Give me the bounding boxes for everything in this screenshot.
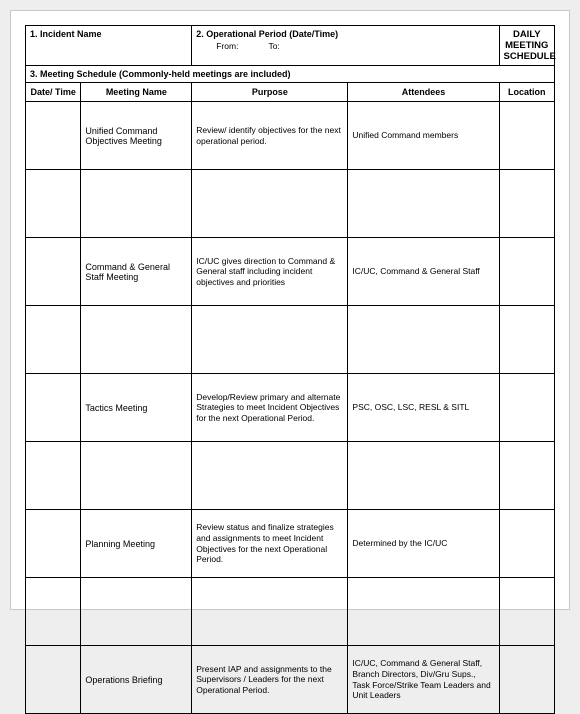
meeting-schedule-table: 1. Incident Name 2. Operational Period (… <box>25 25 555 714</box>
cell-datetime[interactable] <box>26 374 81 442</box>
cell-location[interactable] <box>499 646 554 714</box>
incident-name-cell[interactable]: 1. Incident Name <box>26 26 192 66</box>
cell-meeting-name[interactable] <box>81 306 192 374</box>
cell-purpose[interactable] <box>192 442 348 510</box>
cell-meeting-name: Planning Meeting <box>81 510 192 578</box>
cell-attendees[interactable] <box>348 578 499 646</box>
table-row: Command & General Staff Meeting IC/UC gi… <box>26 238 555 306</box>
cell-location[interactable] <box>499 442 554 510</box>
cell-purpose[interactable] <box>192 306 348 374</box>
period-to-label: To: <box>268 41 279 51</box>
table-row <box>26 442 555 510</box>
cell-attendees: IC/UC, Command & General Staff <box>348 238 499 306</box>
cell-location[interactable] <box>499 170 554 238</box>
table-row: Planning Meeting Review status and final… <box>26 510 555 578</box>
cell-attendees: PSC, OSC, LSC, RESL & SITL <box>348 374 499 442</box>
incident-name-label: 1. Incident Name <box>30 29 102 39</box>
cell-attendees[interactable] <box>348 306 499 374</box>
operational-period-label: 2. Operational Period (Date/Time) <box>196 29 494 39</box>
cell-meeting-name: Unified Command Objectives Meeting <box>81 102 192 170</box>
cell-location[interactable] <box>499 578 554 646</box>
form-sheet: 1. Incident Name 2. Operational Period (… <box>10 10 570 610</box>
table-row <box>26 578 555 646</box>
period-from-label: From: <box>216 41 238 51</box>
col-header-attendees: Attendees <box>348 83 499 102</box>
cell-purpose[interactable] <box>192 578 348 646</box>
cell-datetime[interactable] <box>26 170 81 238</box>
cell-purpose: Review status and finalize strategies an… <box>192 510 348 578</box>
table-row: Tactics Meeting Develop/Review primary a… <box>26 374 555 442</box>
col-header-purpose: Purpose <box>192 83 348 102</box>
section-label: 3. Meeting Schedule (Commonly-held meeti… <box>26 66 555 83</box>
cell-attendees: Unified Command members <box>348 102 499 170</box>
cell-attendees[interactable] <box>348 442 499 510</box>
cell-meeting-name[interactable] <box>81 170 192 238</box>
cell-location[interactable] <box>499 238 554 306</box>
table-row: Operations Briefing Present IAP and assi… <box>26 646 555 714</box>
cell-datetime[interactable] <box>26 102 81 170</box>
cell-meeting-name: Operations Briefing <box>81 646 192 714</box>
col-header-name: Meeting Name <box>81 83 192 102</box>
cell-location[interactable] <box>499 306 554 374</box>
cell-meeting-name[interactable] <box>81 442 192 510</box>
table-row <box>26 306 555 374</box>
cell-attendees: Determined by the IC/UC <box>348 510 499 578</box>
cell-meeting-name: Tactics Meeting <box>81 374 192 442</box>
cell-purpose: Present IAP and assignments to the Super… <box>192 646 348 714</box>
cell-datetime[interactable] <box>26 306 81 374</box>
operational-period-cell[interactable]: 2. Operational Period (Date/Time) From: … <box>192 26 499 66</box>
cell-purpose: Review/ identify objectives for the next… <box>192 102 348 170</box>
cell-location[interactable] <box>499 374 554 442</box>
cell-purpose: IC/UC gives direction to Command & Gener… <box>192 238 348 306</box>
table-row: Unified Command Objectives Meeting Revie… <box>26 102 555 170</box>
cell-datetime[interactable] <box>26 578 81 646</box>
cell-meeting-name[interactable] <box>81 578 192 646</box>
cell-datetime[interactable] <box>26 238 81 306</box>
section-row: 3. Meeting Schedule (Commonly-held meeti… <box>26 66 555 83</box>
cell-attendees[interactable] <box>348 170 499 238</box>
col-header-datetime: Date/ Time <box>26 83 81 102</box>
cell-datetime[interactable] <box>26 510 81 578</box>
header-row: 1. Incident Name 2. Operational Period (… <box>26 26 555 66</box>
cell-attendees: IC/UC, Command & General Staff, Branch D… <box>348 646 499 714</box>
table-row <box>26 170 555 238</box>
cell-datetime[interactable] <box>26 646 81 714</box>
cell-datetime[interactable] <box>26 442 81 510</box>
col-header-location: Location <box>499 83 554 102</box>
cell-purpose: Develop/Review primary and alternate Str… <box>192 374 348 442</box>
cell-purpose[interactable] <box>192 170 348 238</box>
form-title: DAILY MEETING SCHEDULE <box>499 26 554 66</box>
column-headers-row: Date/ Time Meeting Name Purpose Attendee… <box>26 83 555 102</box>
cell-location[interactable] <box>499 102 554 170</box>
cell-meeting-name: Command & General Staff Meeting <box>81 238 192 306</box>
cell-location[interactable] <box>499 510 554 578</box>
